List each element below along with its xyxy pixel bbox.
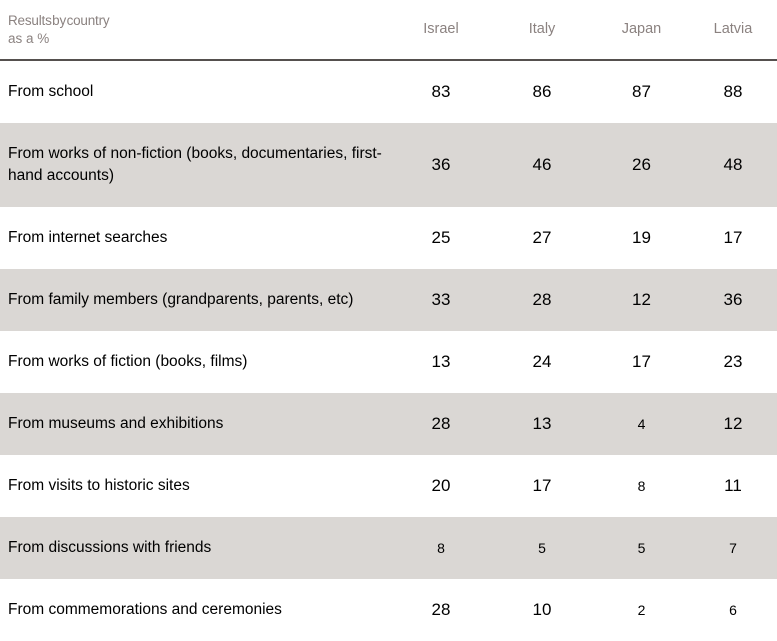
cell-value: 17 — [723, 228, 743, 247]
cell-value: 13 — [532, 414, 552, 433]
row-label: From school — [8, 83, 94, 100]
cell-value: 11 — [724, 476, 742, 495]
cell-value: 88 — [723, 82, 743, 101]
table-header-row: Results by country as a % Israel Italy J… — [0, 0, 777, 61]
table-title-line2: as a % — [8, 30, 50, 46]
cell-value: 8 — [637, 478, 646, 494]
cell-value: 28 — [431, 414, 451, 433]
cell-value: 23 — [723, 352, 743, 371]
column-header-israel: Israel — [423, 20, 459, 37]
cell-value: 33 — [431, 290, 451, 309]
row-label: From commemorations and ceremonies — [8, 601, 282, 618]
cell-value: 2 — [637, 602, 646, 618]
cell-value: 13 — [431, 352, 451, 371]
cell-value: 83 — [431, 82, 451, 101]
cell-value: 10 — [532, 600, 552, 619]
table-row: From internet searches 25 27 19 17 — [0, 207, 777, 269]
table-row: From works of non-fiction (books, docume… — [0, 123, 777, 207]
cell-value: 87 — [632, 82, 651, 101]
column-header-italy: Italy — [528, 20, 556, 37]
row-label: From visits to historic sites — [8, 477, 190, 494]
cell-value: 5 — [538, 540, 546, 556]
row-label: From family members (grandparents, paren… — [8, 291, 354, 308]
table-row: From museums and exhibitions 28 13 4 12 — [0, 393, 777, 455]
cell-value: 17 — [632, 352, 651, 371]
cell-value: 12 — [723, 414, 743, 433]
cell-value: 19 — [632, 228, 651, 247]
cell-value: 46 — [532, 155, 552, 174]
cell-value: 48 — [723, 155, 743, 174]
cell-value: 28 — [431, 600, 451, 619]
cell-value: 26 — [632, 155, 651, 174]
cell-value: 36 — [431, 155, 451, 174]
column-header-japan: Japan — [621, 20, 662, 37]
cell-value: 12 — [632, 290, 651, 309]
table-row: From visits to historic sites 20 17 8 11 — [0, 455, 777, 517]
table-row: From school 83 86 87 88 — [0, 61, 777, 123]
cell-value: 6 — [729, 602, 737, 618]
cell-value: 28 — [532, 290, 552, 309]
table-row: From commemorations and ceremonies 28 10… — [0, 579, 777, 641]
table-row: From works of fiction (books, films) 13 … — [0, 331, 777, 393]
table-row: From family members (grandparents, paren… — [0, 269, 777, 331]
row-label: From museums and exhibitions — [8, 415, 224, 432]
row-label: From discussions with friends — [8, 539, 212, 556]
cell-value: 8 — [437, 540, 445, 556]
cell-value: 25 — [431, 228, 451, 247]
cell-value: 17 — [532, 476, 552, 495]
cell-value: 7 — [729, 540, 737, 556]
cell-value: 4 — [637, 416, 646, 432]
table-row: From discussions with friends 8 5 5 7 — [0, 517, 777, 579]
cell-value: 86 — [532, 82, 552, 101]
table-title: Results by country as a % — [0, 12, 392, 48]
column-header-latvia: Latvia — [713, 20, 753, 37]
row-label: From works of non-fiction (books, docume… — [8, 145, 382, 184]
row-label: From internet searches — [8, 229, 168, 246]
cell-value: 20 — [431, 476, 451, 495]
cell-value: 27 — [532, 228, 552, 247]
cell-value: 5 — [637, 540, 646, 556]
row-label: From works of fiction (books, films) — [8, 353, 248, 370]
cell-value: 36 — [723, 290, 743, 309]
table-title-line1: Results by country — [8, 12, 110, 28]
cell-value: 24 — [532, 352, 552, 371]
